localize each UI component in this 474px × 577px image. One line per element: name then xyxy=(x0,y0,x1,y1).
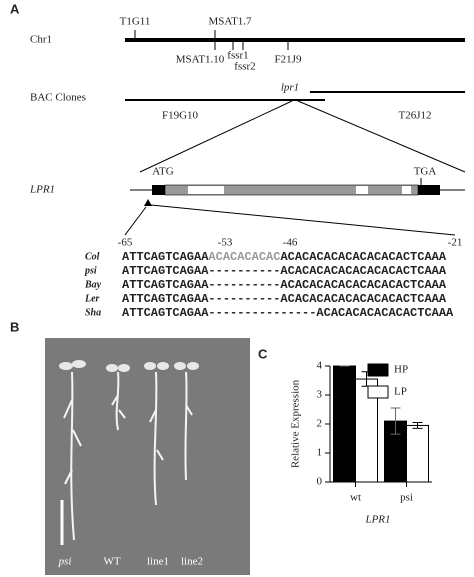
sequence-part: ATTCAGTCAGAA xyxy=(122,250,209,264)
sample-label: line1 xyxy=(147,556,169,568)
strain-name: Sha xyxy=(85,307,101,318)
sample-label: psi xyxy=(58,556,72,568)
error-bar xyxy=(390,407,401,435)
intron xyxy=(188,186,224,194)
panel-label: C xyxy=(258,346,268,361)
codon: ATG xyxy=(152,166,173,178)
legend-swatch xyxy=(367,363,389,377)
sequence: ATTCAGTCAGAA---------------ACACACACACACA… xyxy=(122,306,454,320)
zoom-line xyxy=(124,206,147,236)
strain-name: psi xyxy=(84,265,97,276)
sequence-part: ATTCAGTCAGAA----------ACACACACACACACACAC… xyxy=(122,264,447,278)
error-bar xyxy=(412,422,423,429)
bar xyxy=(333,365,356,483)
sequence-part: ATTCAGTCAGAA----------ACACACACACACACACAC… xyxy=(122,278,447,292)
legend-label: LP xyxy=(394,386,407,398)
marker: MSAT1.7 xyxy=(208,16,252,28)
bar xyxy=(406,424,429,483)
clone-name: T26J12 xyxy=(399,110,432,122)
seedlings xyxy=(63,371,193,541)
panel-label: A xyxy=(10,1,20,16)
intron xyxy=(402,186,411,194)
y-tick-label: 0 xyxy=(317,476,323,488)
leaves xyxy=(59,360,199,372)
x-tick-label: psi xyxy=(400,492,413,504)
chr-label: Chr1 xyxy=(30,34,52,46)
gene-label: LPR1 xyxy=(29,184,55,196)
sequence-part: ATTCAGTCAGAA----------ACACACACACACACACAC… xyxy=(122,292,447,306)
locus: lpr1 xyxy=(281,82,299,94)
sequence-part: ACACACACACACACACACTCAAA xyxy=(280,250,446,264)
sequence: ATTCAGTCAGAA----------ACACACACACACACACAC… xyxy=(122,278,447,292)
marker: fssr2 xyxy=(234,61,255,73)
x-tick-label: wt xyxy=(350,492,361,504)
marker: F21J9 xyxy=(275,54,302,66)
strain-name: Col xyxy=(85,251,100,262)
y-tick-label: 1 xyxy=(317,447,323,459)
panel-label: B xyxy=(10,319,19,334)
sequence: ATTCAGTCAGAAACACACACACACACACACACACACACAC… xyxy=(122,250,447,264)
y-tick-label: 4 xyxy=(317,360,323,372)
position: -21 xyxy=(448,237,463,249)
strain-name: Bay xyxy=(84,279,102,290)
position: -46 xyxy=(283,237,298,249)
zoom-line xyxy=(297,100,466,173)
strain-name: Ler xyxy=(84,293,100,304)
marker: fssr1 xyxy=(227,50,248,62)
zoom-line xyxy=(150,204,456,236)
y-tick-label: 3 xyxy=(317,389,323,401)
sample-label: line2 xyxy=(181,556,203,568)
utr xyxy=(152,185,165,195)
alignment: Col ATTCAGTCAGAAACACACACACACACACACACACACA… xyxy=(84,250,454,320)
x-axis-title: LPR1 xyxy=(364,514,390,526)
codon: TGA xyxy=(414,166,437,178)
legend-swatch xyxy=(367,385,389,399)
sequence-part: ACACACACAC xyxy=(208,250,280,264)
clone-name: F19G10 xyxy=(162,110,199,122)
sample-label: WT xyxy=(103,556,120,568)
y-axis-title: Relative Expression xyxy=(290,379,302,468)
bac-label: BAC Clones xyxy=(30,92,86,104)
y-tick-label: 2 xyxy=(317,418,323,430)
promoter-marker xyxy=(144,199,152,206)
utr xyxy=(418,185,440,195)
marker: MSAT1.10 xyxy=(176,54,225,66)
position: -65 xyxy=(118,237,133,249)
marker: T1G11 xyxy=(120,16,151,28)
legend-label: HP xyxy=(394,364,408,376)
sequence: ATTCAGTCAGAA----------ACACACACACACACACAC… xyxy=(122,292,447,306)
sequence-part: ATTCAGTCAGAA---------------ACACACACACACA… xyxy=(122,306,454,320)
sequence: ATTCAGTCAGAA----------ACACACACACACACACAC… xyxy=(122,264,447,278)
zoom-line xyxy=(139,100,293,173)
position: -53 xyxy=(218,237,233,249)
photo xyxy=(45,338,250,575)
intron xyxy=(356,186,368,194)
